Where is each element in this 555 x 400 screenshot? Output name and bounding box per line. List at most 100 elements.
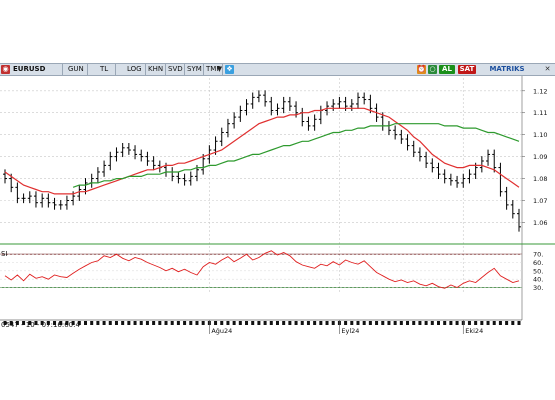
- period-button-gun[interactable]: GUN: [66, 64, 88, 75]
- date-tick: [269, 321, 273, 325]
- date-tick: [251, 321, 255, 325]
- date-tick: [53, 321, 57, 325]
- date-tick: [232, 321, 236, 325]
- date-tick: [3, 321, 7, 325]
- sell-button[interactable]: SAT: [458, 65, 476, 74]
- date-tick: [245, 321, 249, 325]
- price-candles: [3, 90, 521, 232]
- date-tick: [201, 321, 205, 325]
- close-icon[interactable]: ✕: [544, 65, 551, 73]
- date-tick: [133, 321, 137, 325]
- sym-button[interactable]: SYM: [185, 64, 204, 75]
- date-tick: [498, 321, 502, 325]
- date-tick: [59, 321, 63, 325]
- currency-button-tl[interactable]: TL: [98, 64, 116, 75]
- date-tick: [183, 321, 187, 325]
- log-scale-button[interactable]: LOG: [125, 64, 146, 75]
- date-tick: [492, 321, 496, 325]
- date-tick: [176, 321, 180, 325]
- date-tick: [436, 321, 440, 325]
- buy-button[interactable]: AL: [439, 65, 455, 74]
- tmp-button[interactable]: TMP: [204, 64, 223, 75]
- date-tick: [275, 321, 279, 325]
- date-label: Eki24: [465, 327, 483, 335]
- date-tick: [152, 321, 156, 325]
- lock-icon[interactable]: ◉: [1, 65, 10, 74]
- date-tick: [418, 321, 422, 325]
- date-tick: [486, 321, 490, 325]
- date-tick: [257, 321, 261, 325]
- date-tick: [319, 321, 323, 325]
- date-tick: [294, 321, 298, 325]
- date-tick: [412, 321, 416, 325]
- date-tick: [325, 321, 329, 325]
- indicator-tick-label: 50.: [533, 267, 543, 275]
- price-tick-label: 1.11: [533, 109, 547, 117]
- date-tick: [9, 321, 13, 325]
- date-tick: [139, 321, 143, 325]
- date-tick: [114, 321, 118, 325]
- indicator-panel: [0, 250, 522, 289]
- symbol-selector[interactable]: EURUSD: [11, 64, 63, 75]
- alarm-icon[interactable]: ⏰: [417, 65, 426, 74]
- date-tick: [214, 321, 218, 325]
- date-tick: [474, 321, 478, 325]
- date-tick: [424, 321, 428, 325]
- date-tick: [393, 321, 397, 325]
- moving-averages: [4, 107, 520, 195]
- date-tick: [164, 321, 168, 325]
- date-tick: [399, 321, 403, 325]
- khn-button[interactable]: KHN: [146, 64, 166, 75]
- matriks-logo: MATRIKS: [489, 65, 525, 73]
- date-tick: [77, 321, 81, 325]
- date-tick: [313, 321, 317, 325]
- date-tick: [40, 321, 44, 325]
- price-tick-label: 1.06: [533, 219, 547, 227]
- date-tick: [350, 321, 354, 325]
- date-tick: [368, 321, 372, 325]
- date-tick: [381, 321, 385, 325]
- date-tick: [288, 321, 292, 325]
- date-tick: [102, 321, 106, 325]
- twitter-bird-icon[interactable]: ❖: [225, 65, 234, 74]
- status-readout: 0547 - 10 - 07:16:00:4: [1, 321, 80, 329]
- date-tick: [430, 321, 434, 325]
- date-tick: [356, 321, 360, 325]
- date-tick: [145, 321, 149, 325]
- date-tick: [22, 321, 26, 325]
- date-tick: [455, 321, 459, 325]
- date-tick: [28, 321, 32, 325]
- circle-icon[interactable]: ○: [428, 65, 437, 74]
- price-tick-label: 1.07: [533, 197, 547, 205]
- date-axis: Ağu24Eyl24Eki24Kas24: [0, 319, 522, 335]
- date-tick: [375, 321, 379, 325]
- date-tick: [34, 321, 38, 325]
- dropdown-arrow-icon[interactable]: ▼: [216, 65, 223, 73]
- price-axis: 1.12 1.11 1.10 1.09 1.08 1.07 1.06: [522, 87, 547, 227]
- date-tick: [220, 321, 224, 325]
- date-tick: [15, 321, 19, 325]
- date-tick: [90, 321, 94, 325]
- date-tick: [96, 321, 100, 325]
- date-label: Eyl24: [341, 327, 359, 335]
- date-tick: [517, 321, 521, 325]
- date-tick: [282, 321, 286, 325]
- date-label: Ağu24: [211, 327, 232, 335]
- indicator-tick-label: 70.: [533, 251, 543, 259]
- date-tick: [170, 321, 174, 325]
- date-tick: [238, 321, 242, 325]
- date-tick: [480, 321, 484, 325]
- date-tick: [331, 321, 335, 325]
- date-tick: [263, 321, 267, 325]
- svd-button[interactable]: SVD: [166, 64, 185, 75]
- date-tick: [127, 321, 131, 325]
- indicator-label: SI: [1, 250, 8, 258]
- price-tick-label: 1.08: [533, 175, 547, 183]
- date-tick: [226, 321, 230, 325]
- price-tick-label: 1.10: [533, 131, 547, 139]
- date-tick: [121, 321, 125, 325]
- date-tick: [344, 321, 348, 325]
- date-tick: [71, 321, 75, 325]
